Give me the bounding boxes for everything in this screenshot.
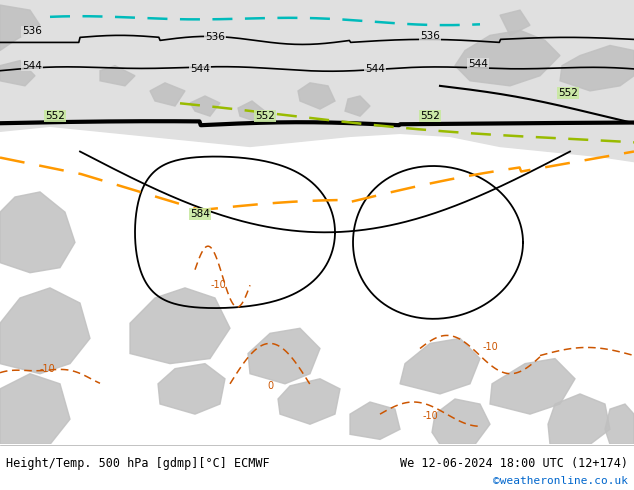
Polygon shape <box>345 96 370 116</box>
Text: 552: 552 <box>420 111 440 121</box>
Polygon shape <box>0 374 70 444</box>
Polygon shape <box>560 46 634 91</box>
Polygon shape <box>0 0 634 162</box>
Text: Height/Temp. 500 hPa [gdmp][°C] ECMWF: Height/Temp. 500 hPa [gdmp][°C] ECMWF <box>6 457 269 469</box>
Polygon shape <box>238 101 265 121</box>
Polygon shape <box>548 394 610 444</box>
Polygon shape <box>248 328 320 384</box>
Polygon shape <box>400 339 480 394</box>
Polygon shape <box>0 61 35 86</box>
Text: 544: 544 <box>22 61 42 71</box>
Text: -10: -10 <box>210 280 226 290</box>
Polygon shape <box>490 359 575 414</box>
Polygon shape <box>432 399 490 444</box>
Text: 552: 552 <box>45 111 65 121</box>
Text: We 12-06-2024 18:00 UTC (12+174): We 12-06-2024 18:00 UTC (12+174) <box>400 457 628 469</box>
Polygon shape <box>298 83 335 109</box>
Text: 536: 536 <box>420 31 440 41</box>
Polygon shape <box>0 288 90 374</box>
Text: 552: 552 <box>255 111 275 121</box>
Text: 544: 544 <box>190 64 210 74</box>
Text: -10: -10 <box>482 343 498 352</box>
Polygon shape <box>455 30 560 86</box>
Text: 536: 536 <box>22 26 42 36</box>
Text: 536: 536 <box>205 32 225 43</box>
Text: 584: 584 <box>190 209 210 219</box>
Polygon shape <box>130 288 230 364</box>
Polygon shape <box>605 404 634 444</box>
Text: 552: 552 <box>558 88 578 98</box>
Polygon shape <box>500 10 530 35</box>
Text: ©weatheronline.co.uk: ©weatheronline.co.uk <box>493 476 628 486</box>
Text: 544: 544 <box>468 59 488 69</box>
Text: 544: 544 <box>365 64 385 74</box>
Text: 0: 0 <box>267 381 273 391</box>
Text: -10: -10 <box>422 411 438 421</box>
Text: -10: -10 <box>39 364 55 374</box>
Polygon shape <box>100 66 135 86</box>
Polygon shape <box>190 96 220 116</box>
Polygon shape <box>0 192 75 273</box>
Polygon shape <box>158 364 225 414</box>
Polygon shape <box>350 402 400 440</box>
Polygon shape <box>278 379 340 424</box>
Polygon shape <box>150 83 185 106</box>
Polygon shape <box>0 5 40 50</box>
